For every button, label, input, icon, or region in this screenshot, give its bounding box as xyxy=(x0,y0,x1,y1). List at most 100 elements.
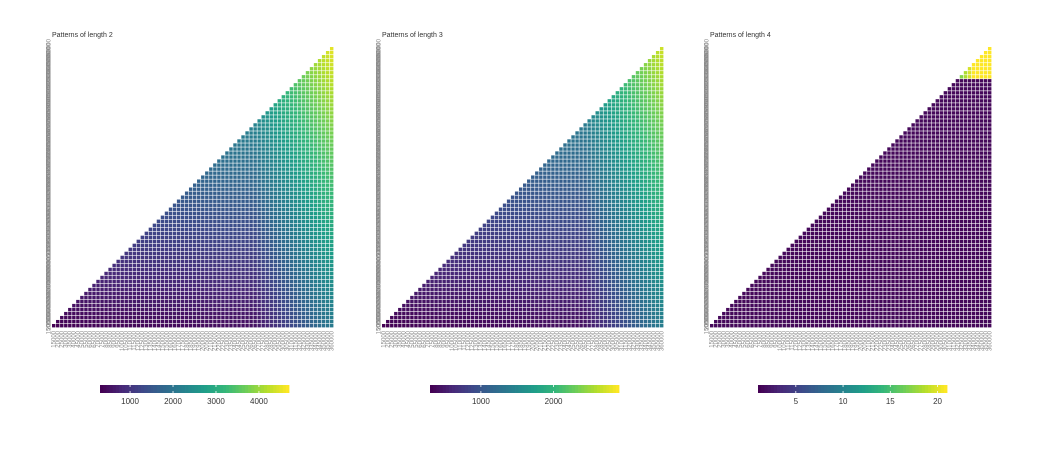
heatmap-cell xyxy=(579,319,583,324)
heatmap-cell xyxy=(579,199,583,203)
heatmap-cell xyxy=(205,219,209,224)
heatmap-cell xyxy=(535,223,539,228)
heatmap-cell xyxy=(60,319,64,324)
heatmap-cell xyxy=(201,227,205,232)
heatmap-cell xyxy=(631,195,636,199)
heatmap-cell xyxy=(269,259,273,264)
heatmap-cell xyxy=(571,247,575,252)
heatmap-cell xyxy=(563,239,567,244)
heatmap-cell xyxy=(197,179,201,183)
heatmap-cell xyxy=(527,271,531,276)
heatmap-cell xyxy=(510,295,515,300)
heatmap-cell xyxy=(615,263,620,268)
heatmap-cell xyxy=(172,283,177,288)
heatmap-cell xyxy=(217,323,221,328)
heatmap-cell xyxy=(277,243,282,248)
heatmap-cell xyxy=(623,199,628,203)
heatmap-cell xyxy=(651,251,656,256)
heatmap-cell xyxy=(277,127,282,131)
heatmap-cell xyxy=(329,271,334,276)
heatmap-cell xyxy=(498,295,503,300)
heatmap-cell xyxy=(172,235,177,240)
heatmap-cell xyxy=(305,287,310,292)
heatmap-cell xyxy=(474,283,479,288)
heatmap-cell xyxy=(277,235,282,240)
heatmap-cell xyxy=(144,247,149,252)
heatmap-cell xyxy=(643,323,648,328)
heatmap-cell xyxy=(579,159,583,163)
heatmap-cell xyxy=(567,223,571,228)
heatmap-cell xyxy=(535,287,539,292)
heatmap-cell xyxy=(386,323,390,328)
heatmap-cell xyxy=(563,199,567,203)
heatmap-cell xyxy=(261,231,265,236)
heatmap-cell xyxy=(213,291,217,296)
heatmap-cell xyxy=(281,127,286,131)
heatmap-cell xyxy=(156,271,161,276)
heatmap-cell xyxy=(595,315,599,320)
heatmap-cell xyxy=(599,187,603,191)
heatmap-cell xyxy=(583,235,587,240)
heatmap-cell xyxy=(281,315,286,320)
colorbar-segment xyxy=(260,385,265,393)
heatmap-cell xyxy=(555,151,559,155)
heatmap-cell xyxy=(535,207,539,211)
heatmap-cell xyxy=(607,151,612,155)
heatmap-cell xyxy=(297,283,302,288)
heatmap-cell xyxy=(599,299,603,304)
heatmap-cell xyxy=(317,271,322,276)
heatmap-cell xyxy=(607,171,612,175)
heatmap-cell xyxy=(490,259,495,264)
heatmap-cell xyxy=(293,319,298,324)
heatmap-cell xyxy=(120,263,124,268)
heatmap-cell xyxy=(325,243,330,248)
heatmap-cell xyxy=(108,295,112,300)
heatmap-cell xyxy=(205,251,209,256)
heatmap-cell xyxy=(446,303,450,308)
heatmap-cell xyxy=(631,323,636,328)
heatmap-cell xyxy=(205,287,209,292)
heatmap-cell xyxy=(289,315,294,320)
heatmap-cell xyxy=(462,263,466,268)
heatmap-cell xyxy=(655,243,660,248)
heatmap-cell xyxy=(237,295,241,300)
heatmap-cell xyxy=(249,179,253,183)
heatmap-cell xyxy=(164,303,169,308)
heatmap-cell xyxy=(116,323,120,328)
heatmap-cell xyxy=(317,183,322,187)
heatmap-cell xyxy=(498,291,503,296)
heatmap-cell xyxy=(176,299,181,304)
heatmap-cell xyxy=(615,139,620,143)
heatmap-cell xyxy=(607,163,612,167)
heatmap-cell xyxy=(193,279,197,284)
heatmap-cell xyxy=(64,315,68,320)
heatmap-cell xyxy=(180,251,185,256)
heatmap-cell xyxy=(265,295,269,300)
heatmap-cell xyxy=(470,259,475,264)
y-tick-label: 280000 xyxy=(47,103,53,124)
heatmap-cell xyxy=(547,223,551,228)
heatmap-cell xyxy=(655,123,660,127)
heatmap-cell xyxy=(510,279,515,284)
heatmap-cell xyxy=(309,139,314,143)
heatmap-cell xyxy=(571,255,575,260)
heatmap-cell xyxy=(253,247,257,252)
heatmap-cell xyxy=(156,255,161,260)
heatmap-cell xyxy=(245,215,249,220)
heatmap-cell xyxy=(180,195,185,199)
heatmap-cell xyxy=(124,267,128,272)
heatmap-cell xyxy=(591,183,595,187)
heatmap-cell xyxy=(221,207,225,211)
heatmap-cell xyxy=(535,191,539,195)
heatmap-cell xyxy=(273,135,277,139)
heatmap-cell xyxy=(156,243,161,248)
heatmap-cell xyxy=(229,315,233,320)
heatmap-cell xyxy=(329,211,334,215)
heatmap-cell xyxy=(172,279,177,284)
heatmap-cell xyxy=(502,215,507,220)
heatmap-cell xyxy=(607,299,612,304)
colorbar-segment xyxy=(238,385,243,393)
heatmap-cell xyxy=(249,175,253,179)
heatmap-cell xyxy=(285,287,290,292)
heatmap-cell xyxy=(297,291,302,296)
